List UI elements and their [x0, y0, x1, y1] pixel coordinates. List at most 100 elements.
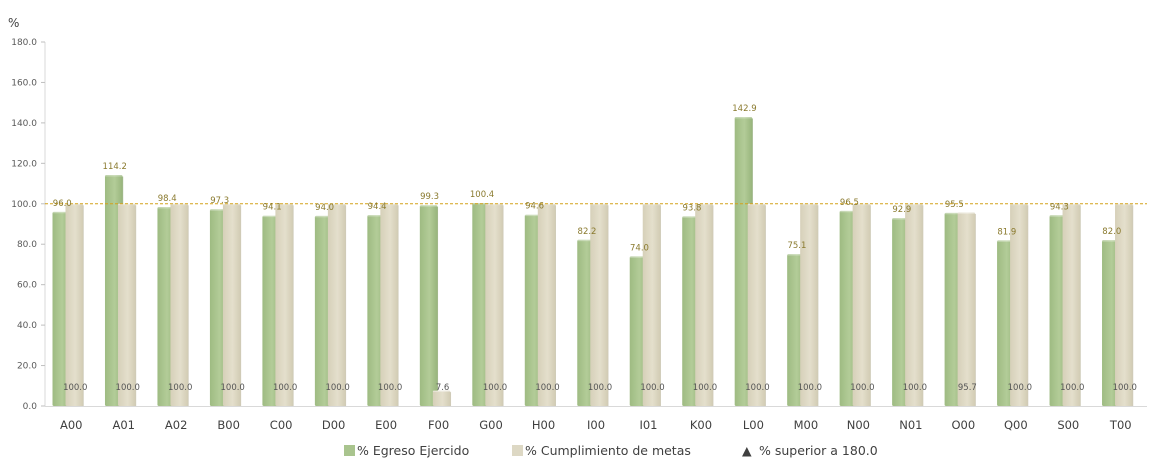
x-category-label: I01	[639, 418, 657, 432]
value-label-egreso: 81.9	[997, 227, 1016, 237]
value-label-metas: 100.0	[1060, 383, 1084, 393]
x-category-label: N01	[899, 418, 922, 432]
bar-metas-a01	[117, 203, 137, 406]
value-label-metas: 100.0	[63, 383, 87, 393]
y-tick-label: 160.0	[11, 78, 37, 88]
legend-item: % Cumplimiento de metas	[512, 443, 691, 458]
value-label-metas: 100.0	[1008, 383, 1032, 393]
value-label-egreso: 114.2	[103, 162, 127, 172]
bar-metas-n01	[905, 203, 924, 406]
bar-metas-e00	[380, 203, 399, 406]
x-axis: A00 A01 A02 B00 C00 D00 E00 F00 G00 H00 I00 I01 K00 L…	[45, 406, 1147, 432]
value-label-metas: 100.0	[850, 383, 874, 393]
bar-metas-s00	[1062, 203, 1081, 406]
value-label-metas: 100.0	[168, 383, 192, 393]
value-label-metas: 100.0	[745, 383, 769, 393]
bars-group	[52, 117, 1134, 406]
value-label-metas: 100.0	[378, 383, 402, 393]
y-tick-label: 140.0	[11, 119, 37, 129]
y-tick-label: 100.0	[11, 200, 37, 210]
x-category-label: L00	[743, 418, 764, 432]
value-label-metas: 100.0	[640, 383, 664, 393]
value-label-egreso: 95.5	[945, 200, 964, 210]
bar-metas-t00	[1115, 203, 1134, 406]
value-label-egreso: 94.4	[368, 202, 387, 212]
value-label-egreso: 74.0	[630, 243, 649, 253]
legend-label: % superior a 180.0	[759, 443, 878, 458]
y-tick-label: 60.0	[17, 281, 37, 291]
value-label-metas: 100.0	[483, 383, 507, 393]
value-label-egreso: 92.9	[892, 205, 911, 215]
y-tick-label: 80.0	[17, 240, 37, 250]
value-label-egreso: 100.4	[470, 190, 494, 200]
value-labels-group: 96.0 100.0 114.2 100.0 98.4 100.0 97.3 100.0 94.…	[53, 104, 1137, 393]
value-label-egreso: 97.3	[210, 196, 229, 206]
y-tick-label: 20.0	[17, 362, 37, 372]
value-label-metas: 7.6	[436, 383, 450, 393]
x-category-label: O00	[951, 418, 975, 432]
bar-metas-a00	[65, 203, 84, 406]
value-label-metas: 100.0	[1113, 383, 1137, 393]
value-label-metas: 100.0	[693, 383, 717, 393]
value-label-metas: 100.0	[325, 383, 349, 393]
bar-metas-b00	[222, 203, 242, 406]
x-category-label: B00	[217, 418, 240, 432]
y-axis: 0.0 20.0 40.0 60.0 80.0 100.0 120.0 140.0 160.0 1…	[11, 38, 46, 412]
legend-item: ▲ % superior a 180.0	[742, 443, 878, 458]
value-label-metas: 100.0	[535, 383, 559, 393]
y-tick-label: 180.0	[11, 38, 37, 48]
y-tick-label: 120.0	[11, 159, 37, 169]
legend-label: % Egreso Ejercido	[357, 443, 469, 458]
value-label-metas: 100.0	[221, 383, 245, 393]
bar-egreso-f00	[419, 205, 439, 406]
bar-metas-q00	[1010, 203, 1029, 406]
value-label-egreso: 96.0	[53, 199, 72, 209]
x-category-label: A01	[112, 418, 135, 432]
x-category-label: I00	[587, 418, 605, 432]
x-category-label: T00	[1109, 418, 1132, 432]
value-label-metas: 100.0	[116, 383, 140, 393]
value-label-metas: 100.0	[273, 383, 297, 393]
bar-metas-l00	[747, 203, 766, 406]
bar-metas-m00	[800, 203, 819, 406]
value-label-egreso: 82.0	[1102, 227, 1121, 237]
x-category-label: C00	[270, 418, 293, 432]
bar-metas-a02	[170, 203, 189, 406]
legend: % Egreso Ejercido % Cumplimiento de metas…	[344, 443, 878, 458]
value-label-metas: 95.7	[958, 383, 977, 393]
value-label-metas: 100.0	[798, 383, 822, 393]
legend-swatch	[344, 445, 355, 456]
value-label-egreso: 142.9	[732, 104, 756, 114]
bar-metas-c00	[275, 203, 294, 406]
value-label-metas: 100.0	[588, 383, 612, 393]
bar-metas-i00	[590, 203, 609, 406]
value-label-egreso: 98.4	[158, 194, 177, 204]
x-category-label: Q00	[1004, 418, 1028, 432]
legend-marker-triangle: ▲	[742, 443, 752, 458]
x-category-label: N00	[847, 418, 870, 432]
bar-metas-d00	[327, 203, 347, 406]
x-category-label: E00	[375, 418, 397, 432]
bar-metas-k00	[695, 203, 714, 406]
value-label-egreso: 94.3	[1050, 202, 1069, 212]
x-category-label: A00	[60, 418, 83, 432]
value-label-egreso: 99.3	[420, 192, 439, 202]
legend-swatch	[512, 445, 523, 456]
value-label-metas: 100.0	[903, 383, 927, 393]
value-label-egreso: 75.1	[787, 241, 806, 251]
bar-metas-i01	[642, 203, 661, 406]
bar-metas-n00	[852, 203, 871, 406]
value-label-egreso: 96.5	[840, 198, 859, 208]
y-tick-label: 40.0	[17, 321, 37, 331]
value-label-egreso: 94.6	[525, 202, 544, 212]
bar-metas-g00	[485, 203, 504, 406]
x-category-label: S00	[1057, 418, 1079, 432]
value-label-egreso: 94.0	[315, 203, 334, 213]
y-tick-label: 0.0	[23, 402, 38, 412]
x-category-label: D00	[322, 418, 346, 432]
bar-metas-h00	[537, 203, 556, 406]
bar-metas-o00	[957, 212, 976, 406]
value-label-egreso: 93.8	[682, 203, 701, 213]
